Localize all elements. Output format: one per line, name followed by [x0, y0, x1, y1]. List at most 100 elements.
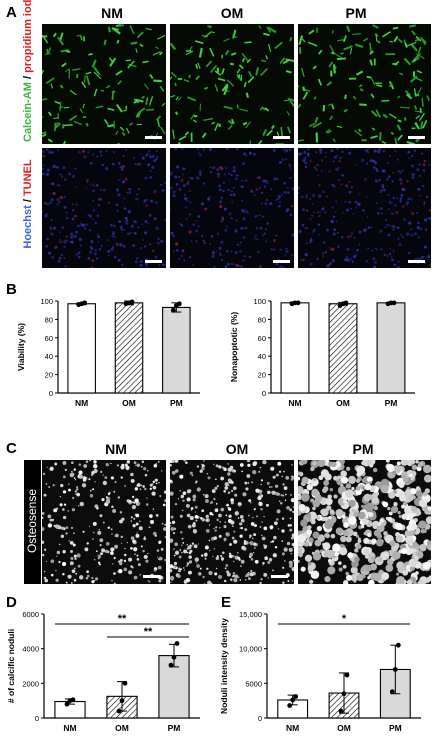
x-tick-label: NM — [286, 723, 299, 733]
y-tick-label: 60 — [45, 334, 53, 343]
micrograph-texture — [170, 460, 294, 584]
tunel-label: TUNEL — [22, 159, 34, 197]
micrograph-texture — [170, 148, 294, 268]
micrograph-hoechst-om — [170, 148, 294, 268]
row-label-apoptosis-stain: Hoechst / TUNEL — [22, 154, 34, 254]
data-point — [168, 662, 174, 668]
y-axis-label: Noduli intensity density — [219, 618, 229, 714]
y-tick-label: 40 — [45, 352, 53, 361]
hoechst-label: Hoechst — [22, 205, 34, 249]
micrograph-texture — [298, 460, 431, 584]
data-point — [82, 300, 88, 306]
x-tick-label: OM — [337, 723, 351, 733]
micrograph-texture — [42, 460, 166, 584]
data-point — [122, 680, 128, 686]
data-point — [170, 307, 176, 313]
y-tick-label: 20 — [45, 371, 53, 380]
y-tick-label: 15,000 — [239, 610, 262, 619]
data-point — [395, 642, 401, 648]
scale-bar — [273, 260, 290, 263]
calcein-label: Calcein-AM — [22, 82, 34, 142]
y-tick-label: 0 — [258, 714, 262, 723]
micrograph-texture — [42, 148, 166, 268]
chart-calcific-noduli: 0 2000 4000 6000 # of calcific noduli NM OM PM *… — [6, 610, 200, 733]
y-tick-label: 0 — [49, 389, 53, 398]
panel-a-heading-pm: PM — [345, 5, 367, 21]
x-tick-label: PM — [389, 723, 402, 733]
scale-bar — [145, 136, 162, 139]
data-point — [344, 672, 350, 678]
y-tick-label: 6000 — [22, 610, 39, 619]
micrograph-texture — [42, 24, 166, 144]
panel-a-heading-nm: NM — [101, 5, 123, 21]
data-point — [116, 708, 122, 714]
y-tick-label: 5000 — [245, 679, 262, 688]
y-tick-label: 0 — [35, 714, 39, 723]
bar-nm — [67, 303, 96, 394]
micrograph-hoechst-nm — [42, 148, 166, 268]
bar-om — [328, 303, 358, 394]
data-point — [119, 698, 125, 704]
significance-label: ** — [118, 613, 127, 625]
data-point — [287, 703, 293, 708]
bar-nm — [280, 302, 310, 394]
significance-label: ** — [144, 626, 153, 638]
panel-label-b: B — [6, 281, 17, 298]
data-point — [70, 697, 76, 703]
y-axis-label: Viability (%) — [16, 323, 26, 371]
x-tick-label: NM — [75, 398, 88, 408]
x-tick-label: NM — [63, 723, 76, 733]
data-point — [389, 689, 395, 695]
data-point — [392, 667, 398, 672]
scale-bar — [273, 136, 290, 139]
data-point — [391, 300, 397, 306]
scale-bar — [145, 260, 162, 263]
micrograph-calcein-nm — [42, 24, 166, 144]
chart-viability: 0 20 40 60 80 100 Viability (%) NM OM PM — [16, 297, 200, 408]
y-tick-label: 10,000 — [239, 645, 262, 654]
micrograph-texture — [298, 148, 431, 268]
bar-pm — [162, 306, 191, 394]
panel-c-heading-nm: NM — [105, 441, 127, 457]
x-tick-label: PM — [385, 398, 398, 408]
osteosense-label-bar — [24, 460, 41, 584]
y-tick-label: 20 — [258, 371, 266, 380]
y-tick-label: 60 — [258, 334, 266, 343]
x-tick-label: OM — [115, 723, 129, 733]
micrograph-texture — [170, 25, 294, 144]
data-point — [341, 691, 347, 697]
osteosense-label: Osteosense — [25, 488, 39, 554]
micrograph-calcein-pm — [298, 24, 431, 144]
scale-bar — [271, 575, 288, 578]
bar-pm — [376, 302, 406, 394]
data-point — [64, 701, 70, 707]
significance-label: * — [342, 613, 347, 625]
micrograph-osteosense-pm — [298, 460, 431, 584]
chart-nonapoptotic: 0 20 40 60 80 100 Nonapoptotic (%) NM OM PM — [229, 297, 415, 408]
x-tick-label: NM — [288, 398, 301, 408]
propidium-label: propidium iodide — [22, 0, 34, 73]
scale-bar — [408, 136, 425, 139]
x-tick-label: OM — [336, 398, 350, 408]
chart-noduli-intensity: 0 5000 10,000 15,000 Noduli intensity densit… — [219, 610, 421, 733]
y-tick-label: 100 — [40, 297, 53, 306]
y-tick-label: 4000 — [22, 645, 39, 654]
data-point — [295, 300, 301, 306]
data-point — [171, 654, 177, 660]
row1-separator: / — [22, 72, 34, 83]
data-point — [176, 301, 182, 307]
micrograph-hoechst-pm — [298, 148, 431, 268]
data-point — [174, 641, 180, 646]
row2-separator: / — [22, 196, 34, 206]
y-axis-label: Nonapoptotic (%) — [229, 312, 239, 383]
y-tick-label: 100 — [253, 297, 266, 306]
micrograph-osteosense-om — [170, 460, 294, 584]
panel-c-heading-pm: PM — [352, 441, 374, 457]
y-tick-label: 80 — [258, 315, 266, 324]
micrograph-texture — [298, 24, 430, 144]
x-tick-label: PM — [170, 398, 183, 408]
data-point — [338, 708, 344, 714]
panel-label-d: D — [6, 594, 17, 611]
y-tick-label: 0 — [262, 389, 266, 398]
data-point — [290, 697, 296, 703]
